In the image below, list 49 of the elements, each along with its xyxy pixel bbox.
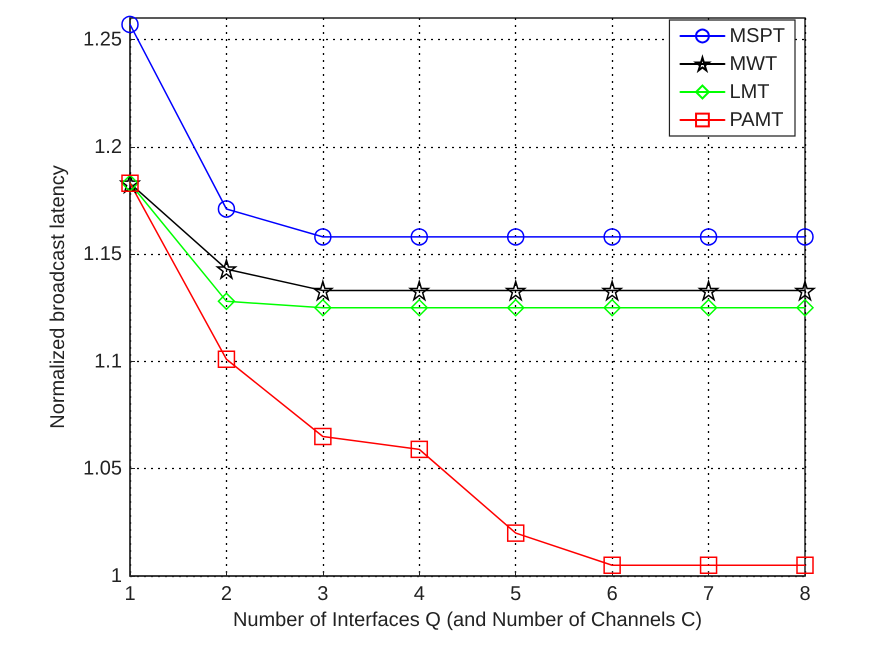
point <box>795 280 815 300</box>
x-tick-label: 7 <box>703 583 714 605</box>
point <box>121 16 139 34</box>
point <box>314 298 332 316</box>
point <box>313 280 333 300</box>
point <box>410 228 428 246</box>
point <box>410 440 428 458</box>
point <box>314 228 332 246</box>
point <box>506 298 524 316</box>
x-axis-title: Number of Interfaces Q (and Number of Channels C) <box>232 609 702 631</box>
point <box>796 228 814 246</box>
point <box>216 259 236 279</box>
point <box>410 280 430 300</box>
y-tick-label: 1 <box>110 565 122 587</box>
point <box>410 298 428 316</box>
point <box>700 228 718 246</box>
legend-label: LMT <box>729 81 770 103</box>
legend-label: MWT <box>729 53 778 75</box>
x-tick-label: 8 <box>799 583 811 605</box>
x-tick-label: 1 <box>124 583 136 605</box>
point <box>218 350 236 368</box>
x-tick-label: 4 <box>414 583 425 605</box>
point <box>796 556 814 574</box>
y-tick-label: 1.1 <box>94 350 122 372</box>
point <box>603 228 621 246</box>
point <box>506 524 524 542</box>
y-tick-label: 1.15 <box>83 243 122 266</box>
x-tick-label: 3 <box>317 583 328 605</box>
y-axis-title: Normalized broadcast latency <box>47 165 69 429</box>
legend-label: MSPT <box>729 25 786 47</box>
legend-label: PAMT <box>729 109 784 131</box>
y-tick-label: 1.2 <box>94 136 122 158</box>
x-tick-label: 6 <box>606 583 618 605</box>
point <box>506 228 524 246</box>
point <box>700 298 718 316</box>
point <box>603 298 621 316</box>
y-tick-label: 1.25 <box>83 28 122 50</box>
point <box>700 556 718 574</box>
point <box>314 428 332 446</box>
point <box>218 200 236 218</box>
point <box>698 280 718 300</box>
x-tick-label: 2 <box>220 583 232 605</box>
point <box>603 556 621 574</box>
point <box>796 298 814 316</box>
point <box>218 292 236 310</box>
x-tick-label: 5 <box>510 583 522 605</box>
point <box>602 280 622 300</box>
y-tick-label: 1.05 <box>83 458 122 480</box>
point <box>506 280 526 300</box>
